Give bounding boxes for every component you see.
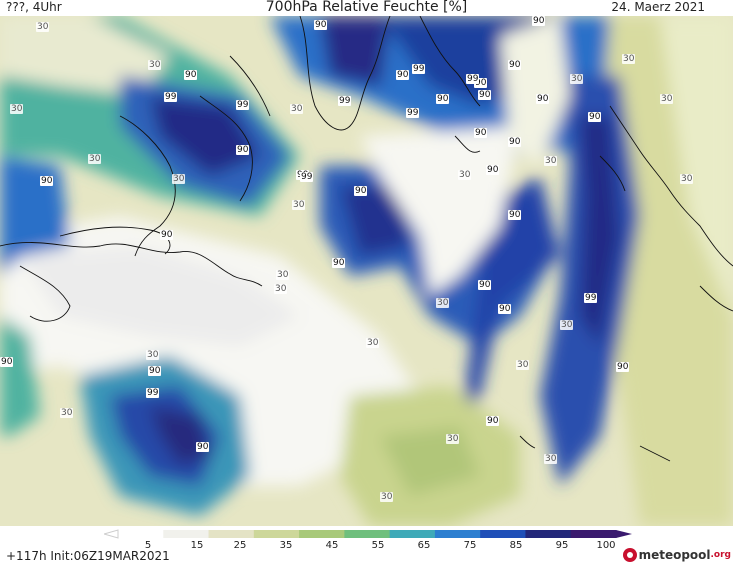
contour-label: 30	[88, 154, 102, 164]
contour-label: 30	[660, 94, 674, 104]
contour-label: 90	[0, 357, 14, 367]
colorbar	[104, 529, 632, 539]
contour-label: 90	[478, 280, 492, 290]
contour-label: 99	[164, 92, 178, 102]
colorbar-tick-label: 95	[555, 540, 569, 551]
contour-label: 99	[466, 74, 480, 84]
contour-label: 90	[474, 78, 488, 88]
contour-label: 30	[544, 454, 558, 464]
contour-label: 90	[40, 176, 54, 186]
valid-weekday-time: ???, 4Uhr	[6, 0, 62, 14]
contour-label: 30	[36, 22, 50, 32]
contour-label: 90	[478, 90, 492, 100]
contour-label: 90	[148, 366, 162, 376]
moisture-fill-layer	[0, 16, 733, 526]
contour-label: 90	[508, 137, 522, 147]
logo-text: meteopool	[638, 548, 711, 562]
contour-label: 90	[184, 70, 198, 80]
colorbar-tick-label: 65	[417, 540, 431, 551]
contour-label: 90	[160, 230, 174, 240]
colorbar-left-arrow	[104, 529, 119, 539]
colorbar-tick-label: 25	[233, 540, 247, 551]
colorbar-tick-label: 45	[325, 540, 339, 551]
contour-label: 30	[516, 360, 530, 370]
contour-label: 30	[172, 174, 186, 184]
contour-label: 90	[508, 210, 522, 220]
colorbar-segment	[118, 530, 164, 538]
contour-label: 30	[60, 408, 74, 418]
humidity-map: 9090909099999990909999909090999990909090…	[0, 16, 733, 526]
colorbar-tick-label: 85	[509, 540, 523, 551]
contour-label: 90	[436, 94, 450, 104]
contour-label: 30	[544, 156, 558, 166]
contour-label: 30	[436, 298, 450, 308]
contour-label: 90	[588, 112, 602, 122]
contour-label: 30	[458, 170, 472, 180]
contour-label: 30	[146, 350, 160, 360]
colorbar-segment	[163, 530, 210, 538]
colorbar-segment	[299, 530, 345, 538]
contour-label: 90	[236, 145, 250, 155]
map-title: 700hPa Relative Feuchte [%]	[265, 0, 468, 15]
colorbar-segment	[389, 530, 436, 538]
contour-label: 30	[366, 338, 380, 348]
contour-label: 30	[274, 284, 288, 294]
valid-date: 24. Maerz 2021	[611, 0, 705, 14]
logo-icon	[622, 548, 637, 562]
colorbar-segment	[480, 530, 526, 538]
colorbar-tick-label: 55	[371, 540, 385, 551]
contour-label: 99	[412, 64, 426, 74]
colorbar-right-arrow	[616, 530, 632, 538]
contour-label: 99	[146, 388, 160, 398]
contour-label: 90	[332, 258, 346, 268]
run-info: +117h Init:06Z19MAR2021	[6, 549, 170, 563]
colorbar-tick-label: 100	[596, 540, 616, 551]
contour-label: 90	[474, 128, 488, 138]
contour-label: 90	[196, 442, 210, 452]
contour-label: 30	[148, 60, 162, 70]
coastlines	[0, 16, 733, 462]
contour-label: 90	[532, 16, 546, 26]
contour-label: 30	[276, 270, 290, 280]
map-header: ???, 4Uhr 700hPa Relative Feuchte [%] 24…	[0, 0, 733, 20]
contour-label: 90	[486, 416, 500, 426]
contour-label: 30	[680, 174, 694, 184]
colorbar-segment	[525, 530, 572, 538]
contour-label: 99	[236, 100, 250, 110]
contour-label: 90	[354, 186, 368, 196]
contour-label: 90	[314, 20, 328, 30]
contour-label: 30	[380, 492, 394, 502]
contour-label: 30	[290, 104, 304, 114]
contour-label: 99	[300, 172, 314, 182]
contour-label: 99	[338, 96, 352, 106]
contour-label: 30	[292, 200, 306, 210]
logo-suffix: .org	[710, 550, 731, 560]
contour-label: 90	[616, 362, 630, 372]
colorbar-tick-label: 35	[279, 540, 293, 551]
colorbar-segment	[253, 530, 300, 538]
colorbar-segment	[570, 530, 617, 538]
colorbar-segment	[208, 530, 255, 538]
colorbar-tick-label: 15	[190, 540, 204, 551]
contour-label: 90	[486, 165, 500, 175]
contour-label: 90	[508, 60, 522, 70]
contour-label: 90	[536, 94, 550, 104]
colorbar-tick-label: 75	[463, 540, 477, 551]
contour-label: 30	[570, 74, 584, 84]
contour-label: 99	[406, 108, 420, 118]
contour-label: 30	[446, 434, 460, 444]
contour-label: 90	[498, 304, 512, 314]
contour-label: 30	[10, 104, 24, 114]
colorbar-segment	[434, 530, 481, 538]
colorbar-segment	[344, 530, 391, 538]
contour-label: 30	[622, 54, 636, 64]
colorbar-tick-label: 5	[144, 540, 152, 551]
contour-label: 30	[560, 320, 574, 330]
contour-label: 99	[584, 293, 598, 303]
meteopool-logo[interactable]: meteopool .org	[622, 546, 731, 564]
humidity-field	[0, 16, 733, 526]
contour-label: 90	[396, 70, 410, 80]
